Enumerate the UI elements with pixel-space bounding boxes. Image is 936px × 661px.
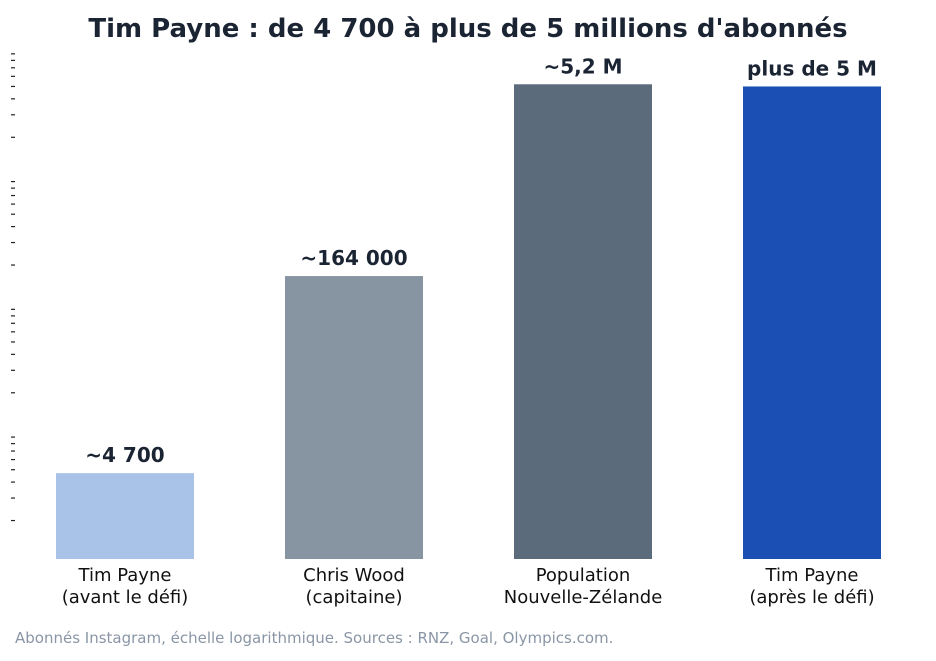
chart-caption: Abonnés Instagram, échelle logarithmique… (15, 629, 613, 647)
value-labels-group: ~4 700 ~164 000 ~5,2 M plus de 5 M (85, 54, 877, 467)
bar-value-label: plus de 5 M (747, 56, 877, 80)
y-axis (11, 53, 15, 522)
category-label: Tim Payne (78, 565, 172, 586)
category-label: (capitaine) (306, 587, 403, 608)
category-label: Population (536, 565, 631, 586)
category-label: Chris Wood (303, 565, 405, 586)
bar (56, 473, 194, 559)
chart-title: Tim Payne : de 4 700 à plus de 5 million… (88, 14, 847, 44)
bar-value-label: ~5,2 M (543, 54, 622, 78)
category-labels-group: Tim Payne(avant le défi)Chris Wood(capit… (62, 565, 875, 608)
bar (285, 276, 423, 559)
category-label: (avant le défi) (62, 587, 189, 608)
bar (514, 84, 652, 559)
category-label: (après le défi) (749, 587, 874, 608)
bars-group (56, 84, 881, 560)
category-label: Nouvelle-Zélande (504, 587, 663, 608)
bar-value-label: ~4 700 (85, 443, 164, 467)
category-label: Tim Payne (765, 565, 859, 586)
bar (743, 86, 881, 560)
bar-value-label: ~164 000 (300, 246, 407, 270)
